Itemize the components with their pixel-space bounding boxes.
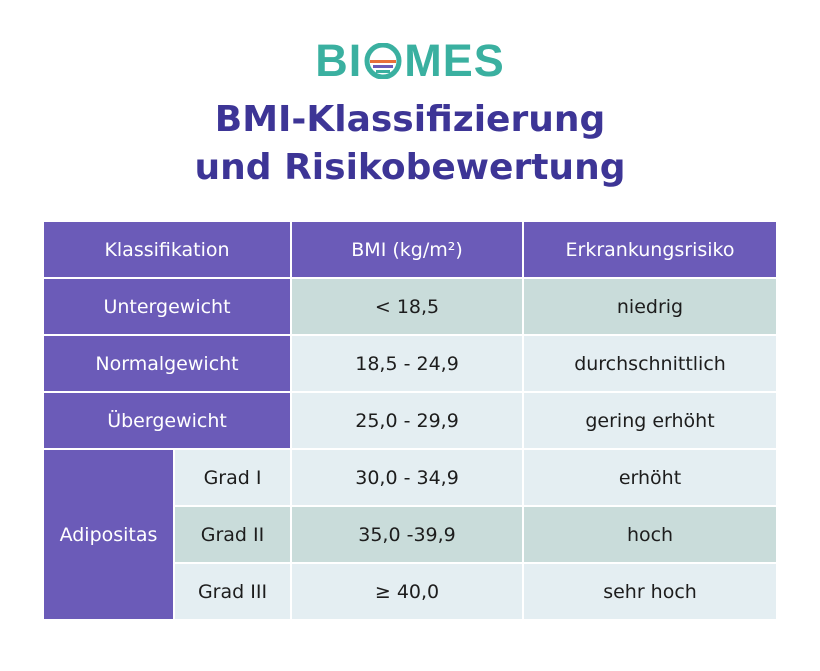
row-risk: gering erhöht xyxy=(524,393,779,450)
row-bmi: < 18,5 xyxy=(292,279,525,336)
header-classification: Klassifikation xyxy=(44,222,293,279)
row-bmi: ≥ 40,0 xyxy=(292,564,525,621)
grade-label: Grad II xyxy=(175,507,293,564)
biomes-logo: BI MES xyxy=(0,36,820,89)
grade-label: Grad I xyxy=(175,450,293,507)
table-row: Adipositas Grad I 30,0 - 34,9 erhöht xyxy=(44,450,779,621)
table-row: Grad III ≥ 40,0 sehr hoch xyxy=(44,564,779,621)
row-risk: erhöht xyxy=(524,450,779,507)
row-classification: Untergewicht xyxy=(44,279,293,336)
bmi-table: Klassifikation BMI (kg/m²) Erkrankungsri… xyxy=(44,222,779,621)
header-risk: Erkrankungsrisiko xyxy=(524,222,779,279)
table-row: Übergewicht 25,0 - 29,9 gering erhöht xyxy=(44,393,779,450)
row-bmi: 18,5 - 24,9 xyxy=(292,336,525,393)
table-header-row: Klassifikation BMI (kg/m²) Erkrankungsri… xyxy=(44,222,779,279)
row-risk: sehr hoch xyxy=(524,564,779,621)
logo-o-icon xyxy=(363,39,403,89)
row-risk: niedrig xyxy=(524,279,779,336)
title-line-2: und Risikobewertung xyxy=(194,147,626,188)
row-risk: hoch xyxy=(524,507,779,564)
title-line-1: BMI-Klassifizierung xyxy=(214,99,606,140)
table-row: Normalgewicht 18,5 - 24,9 durchschnittli… xyxy=(44,336,779,393)
logo-text-part1: BI xyxy=(315,35,363,86)
row-risk: durchschnittlich xyxy=(524,336,779,393)
grade-label: Grad III xyxy=(175,564,293,621)
row-classification: Übergewicht xyxy=(44,393,293,450)
page-title: BMI-Klassifizierung und Risikobewertung xyxy=(0,96,820,192)
row-bmi: 30,0 - 34,9 xyxy=(292,450,525,507)
row-classification: Normalgewicht xyxy=(44,336,293,393)
logo-text-part2: MES xyxy=(404,35,505,86)
adipositas-label: Adipositas xyxy=(44,450,175,621)
table-row: Grad II 35,0 -39,9 hoch xyxy=(44,507,779,564)
row-bmi: 25,0 - 29,9 xyxy=(292,393,525,450)
row-bmi: 35,0 -39,9 xyxy=(292,507,525,564)
table-row: Untergewicht < 18,5 niedrig xyxy=(44,279,779,336)
header-bmi: BMI (kg/m²) xyxy=(292,222,525,279)
